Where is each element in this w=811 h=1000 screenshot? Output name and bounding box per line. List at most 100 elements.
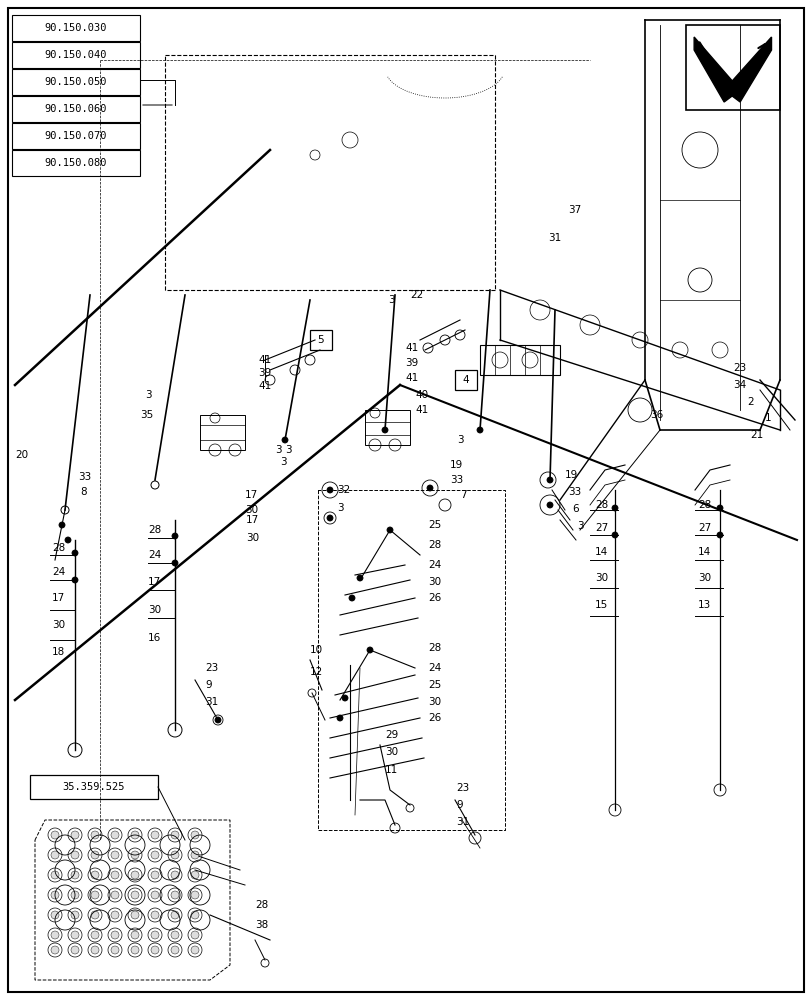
Text: 24: 24 [427, 560, 440, 570]
Text: 40: 40 [414, 390, 427, 400]
Circle shape [611, 505, 617, 511]
Bar [685, 25, 779, 110]
Circle shape [427, 485, 432, 491]
Text: 11: 11 [384, 765, 397, 775]
Circle shape [281, 437, 288, 443]
Circle shape [91, 851, 99, 859]
Text: 25: 25 [427, 680, 440, 690]
Circle shape [151, 931, 159, 939]
Text: 90.150.030: 90.150.030 [45, 23, 107, 33]
Circle shape [91, 911, 99, 919]
Circle shape [611, 532, 617, 538]
Circle shape [191, 871, 199, 879]
Circle shape [91, 931, 99, 939]
Text: 28: 28 [255, 900, 268, 910]
Text: 24: 24 [148, 550, 161, 560]
Text: 3: 3 [337, 503, 343, 513]
Text: 4: 4 [462, 375, 469, 385]
Text: 13: 13 [697, 600, 710, 610]
Circle shape [191, 851, 199, 859]
Circle shape [151, 851, 159, 859]
Circle shape [151, 946, 159, 954]
Text: 33: 33 [449, 475, 463, 485]
Circle shape [131, 891, 139, 899]
Text: 28: 28 [52, 543, 65, 553]
Circle shape [191, 911, 199, 919]
Text: 24: 24 [427, 663, 440, 673]
Circle shape [191, 946, 199, 954]
Circle shape [91, 871, 99, 879]
Text: 21: 21 [749, 430, 762, 440]
Circle shape [71, 831, 79, 839]
Circle shape [51, 931, 59, 939]
Text: 90.150.050: 90.150.050 [45, 77, 107, 87]
Circle shape [191, 891, 199, 899]
Text: 24: 24 [52, 567, 65, 577]
Text: 31: 31 [204, 697, 218, 707]
Text: 12: 12 [310, 667, 323, 677]
Bar [479, 345, 560, 375]
Text: 19: 19 [564, 470, 577, 480]
Text: 2: 2 [746, 397, 753, 407]
Text: 28: 28 [427, 540, 440, 550]
Circle shape [171, 946, 178, 954]
Bar [12, 150, 139, 176]
Circle shape [151, 831, 159, 839]
Circle shape [111, 911, 119, 919]
Circle shape [171, 851, 178, 859]
Text: 27: 27 [697, 523, 710, 533]
Circle shape [131, 946, 139, 954]
Circle shape [171, 871, 178, 879]
Text: 39: 39 [405, 358, 418, 368]
Circle shape [171, 891, 178, 899]
Circle shape [111, 851, 119, 859]
Circle shape [151, 911, 159, 919]
Text: 1: 1 [764, 413, 770, 423]
Text: 17: 17 [245, 490, 258, 500]
Circle shape [91, 946, 99, 954]
Text: 23: 23 [732, 363, 745, 373]
Circle shape [111, 946, 119, 954]
Text: 30: 30 [697, 573, 710, 583]
Text: 34: 34 [732, 380, 745, 390]
Circle shape [151, 871, 159, 879]
Text: 30: 30 [427, 697, 440, 707]
Text: 31: 31 [547, 233, 560, 243]
Bar [12, 15, 139, 41]
Circle shape [367, 647, 372, 653]
Text: 35.359.525: 35.359.525 [62, 782, 125, 792]
Text: 33: 33 [78, 472, 91, 482]
Text: 32: 32 [337, 485, 350, 495]
Text: 3: 3 [388, 295, 394, 305]
Circle shape [51, 831, 59, 839]
Bar [30, 775, 158, 799]
Circle shape [381, 427, 388, 433]
Text: 41: 41 [258, 355, 271, 365]
Text: 25: 25 [427, 520, 440, 530]
Text: 90.150.060: 90.150.060 [45, 104, 107, 114]
Circle shape [131, 851, 139, 859]
Circle shape [327, 487, 333, 493]
Text: 19: 19 [449, 460, 463, 470]
Circle shape [349, 595, 354, 601]
Circle shape [716, 532, 722, 538]
Text: 28: 28 [697, 500, 710, 510]
Bar [200, 415, 245, 450]
Text: 22: 22 [410, 290, 423, 300]
Circle shape [51, 911, 59, 919]
Text: 9: 9 [204, 680, 212, 690]
Circle shape [91, 891, 99, 899]
Text: 9: 9 [456, 800, 462, 810]
Circle shape [51, 851, 59, 859]
Circle shape [681, 132, 717, 168]
Circle shape [71, 911, 79, 919]
Text: 23: 23 [204, 663, 218, 673]
Circle shape [71, 851, 79, 859]
Text: 31: 31 [456, 817, 469, 827]
Text: 28: 28 [148, 525, 161, 535]
Text: 30: 30 [52, 620, 65, 630]
Circle shape [131, 871, 139, 879]
Bar [12, 42, 139, 68]
Circle shape [547, 477, 552, 483]
Text: 27: 27 [594, 523, 607, 533]
